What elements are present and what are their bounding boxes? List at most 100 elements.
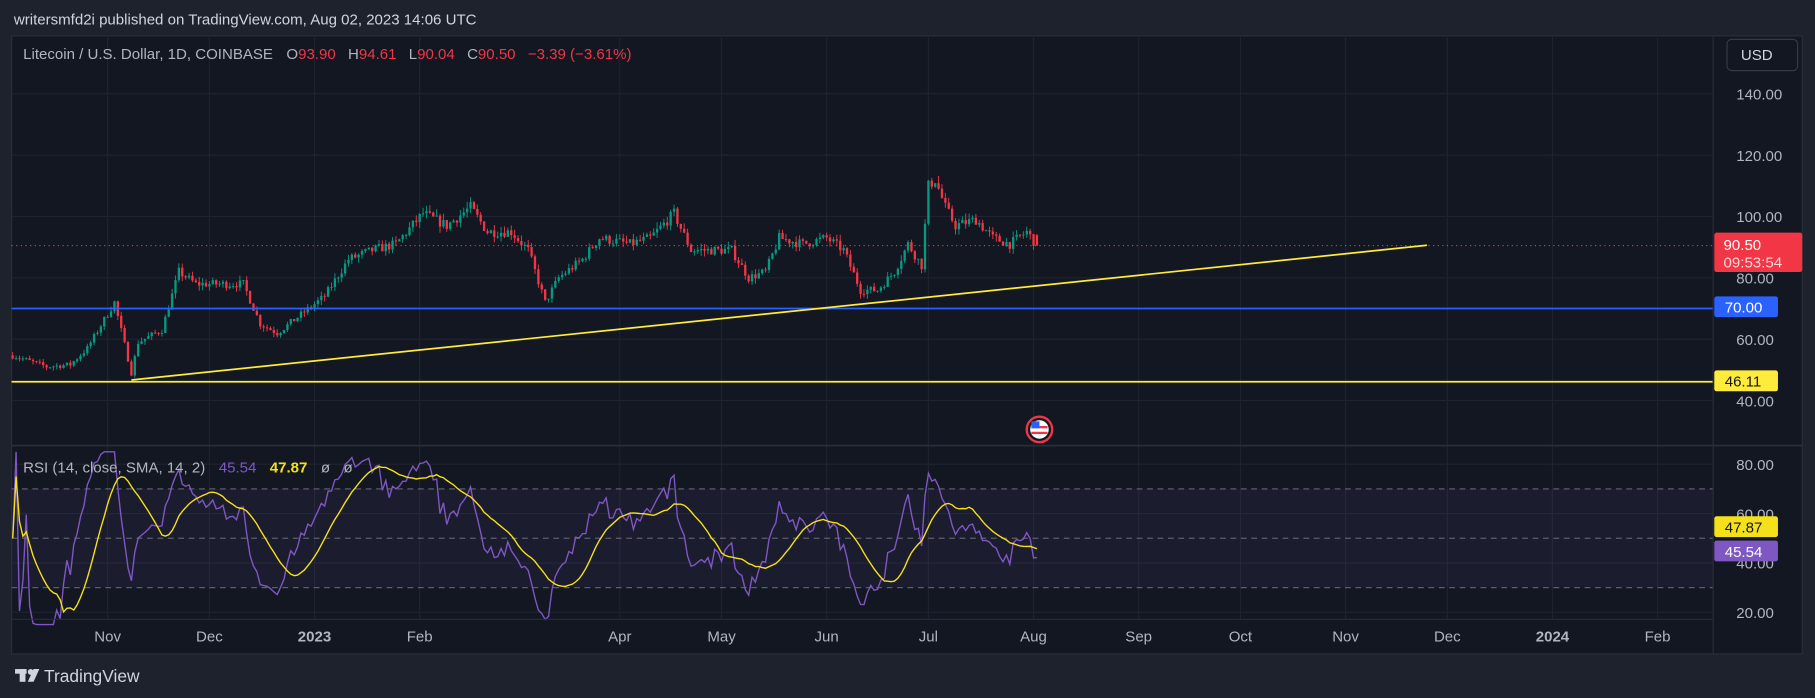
candle[interactable]: [591, 244, 594, 249]
candle[interactable]: [326, 285, 330, 298]
candle[interactable]: [828, 234, 832, 247]
candle[interactable]: [652, 228, 655, 236]
candle[interactable]: [649, 231, 652, 240]
candle[interactable]: [710, 247, 713, 255]
candle[interactable]: [18, 355, 21, 362]
trendline[interactable]: [131, 244, 1428, 381]
candle[interactable]: [523, 241, 526, 251]
candle[interactable]: [204, 279, 208, 288]
currency-button[interactable]: USD: [1726, 38, 1799, 72]
candle[interactable]: [839, 234, 842, 256]
candle[interactable]: [883, 284, 886, 290]
candle[interactable]: [306, 303, 309, 316]
candle[interactable]: [686, 228, 689, 248]
candle[interactable]: [520, 235, 523, 251]
candle[interactable]: [289, 318, 292, 326]
candle[interactable]: [69, 360, 72, 369]
candle[interactable]: [113, 300, 116, 314]
candle[interactable]: [404, 233, 408, 240]
candle[interactable]: [371, 247, 374, 256]
candle[interactable]: [917, 258, 920, 265]
candle[interactable]: [472, 200, 476, 210]
candle[interactable]: [465, 201, 469, 218]
candle[interactable]: [510, 225, 513, 240]
candle[interactable]: [913, 249, 916, 264]
candle[interactable]: [567, 263, 571, 276]
candle[interactable]: [930, 177, 933, 190]
candle[interactable]: [506, 227, 510, 237]
candle[interactable]: [1035, 233, 1039, 246]
candle[interactable]: [469, 197, 472, 213]
candle[interactable]: [594, 245, 598, 251]
candle[interactable]: [554, 276, 557, 289]
candle[interactable]: [947, 197, 950, 210]
candle[interactable]: [564, 270, 567, 277]
candle[interactable]: [988, 226, 991, 237]
candle[interactable]: [618, 234, 621, 240]
candle[interactable]: [65, 362, 69, 367]
candle[interactable]: [215, 279, 218, 288]
candle[interactable]: [45, 364, 48, 371]
candle[interactable]: [761, 268, 764, 275]
candle[interactable]: [99, 324, 103, 337]
candle[interactable]: [55, 363, 58, 370]
candle[interactable]: [330, 282, 333, 291]
candle[interactable]: [798, 235, 801, 252]
candle[interactable]: [720, 244, 723, 256]
candle[interactable]: [981, 219, 984, 232]
candle[interactable]: [428, 205, 432, 214]
candle[interactable]: [438, 213, 442, 233]
candle[interactable]: [1008, 241, 1011, 254]
candle[interactable]: [750, 270, 754, 285]
candle[interactable]: [923, 219, 927, 273]
candle[interactable]: [177, 263, 181, 283]
candle[interactable]: [92, 332, 96, 346]
candle[interactable]: [496, 231, 499, 239]
candle[interactable]: [1018, 234, 1022, 238]
candle[interactable]: [201, 278, 204, 291]
candle[interactable]: [462, 207, 465, 219]
candle[interactable]: [733, 239, 737, 263]
candle[interactable]: [577, 257, 581, 265]
candle[interactable]: [655, 222, 659, 238]
candle[interactable]: [544, 289, 547, 301]
candle[interactable]: [822, 234, 825, 240]
candle[interactable]: [367, 247, 370, 251]
candle[interactable]: [75, 358, 79, 363]
candle[interactable]: [479, 212, 482, 225]
candle[interactable]: [771, 252, 774, 260]
candle[interactable]: [615, 233, 618, 247]
candle[interactable]: [700, 243, 703, 256]
candle[interactable]: [961, 216, 964, 224]
candle[interactable]: [876, 290, 879, 293]
candle[interactable]: [628, 239, 632, 244]
candle[interactable]: [235, 282, 238, 292]
candle[interactable]: [825, 232, 828, 242]
candle[interactable]: [231, 282, 235, 289]
candle[interactable]: [964, 213, 967, 229]
candle[interactable]: [574, 257, 577, 272]
candle[interactable]: [1012, 231, 1015, 254]
candle[interactable]: [903, 249, 906, 264]
candle[interactable]: [1005, 237, 1008, 247]
candle[interactable]: [191, 271, 194, 283]
candle[interactable]: [601, 236, 604, 241]
candle[interactable]: [164, 314, 167, 334]
candle[interactable]: [845, 247, 849, 258]
candle[interactable]: [126, 341, 130, 362]
candle[interactable]: [225, 280, 228, 291]
candle[interactable]: [859, 280, 862, 299]
candle[interactable]: [666, 216, 669, 230]
candle[interactable]: [181, 263, 184, 282]
candle[interactable]: [622, 233, 625, 248]
candle[interactable]: [435, 209, 438, 217]
candle[interactable]: [954, 218, 957, 235]
candle[interactable]: [978, 219, 981, 228]
candle[interactable]: [808, 243, 811, 250]
candle[interactable]: [995, 231, 998, 242]
candle[interactable]: [638, 234, 642, 242]
candle[interactable]: [489, 229, 493, 234]
candle[interactable]: [659, 221, 662, 231]
candle[interactable]: [788, 238, 791, 248]
candle[interactable]: [1025, 226, 1028, 238]
